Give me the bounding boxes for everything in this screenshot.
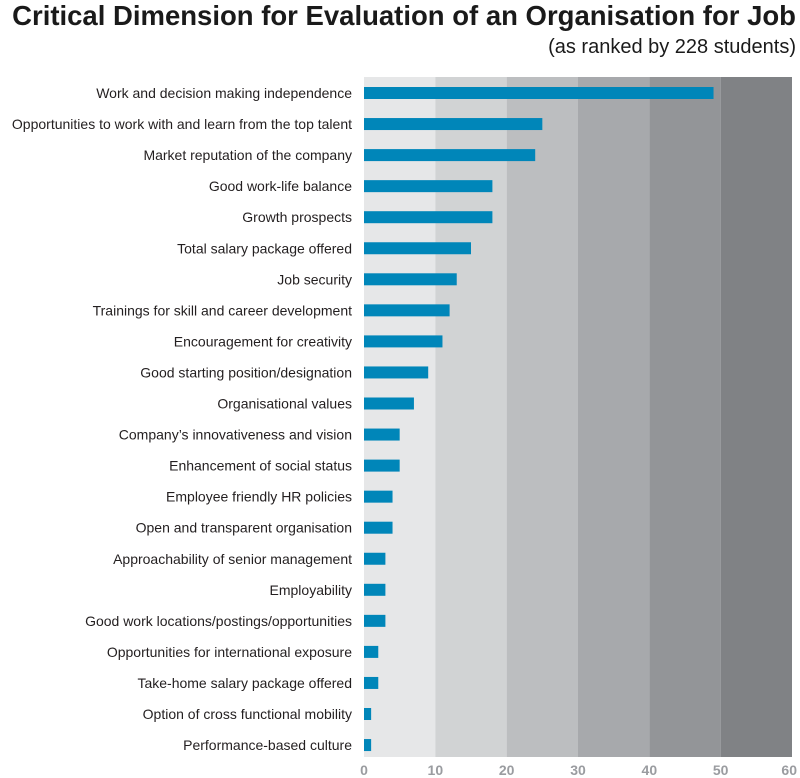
bar: [364, 304, 450, 317]
category-label: Performance-based culture: [183, 737, 352, 753]
x-tick-label: 20: [499, 762, 515, 778]
category-label: Option of cross functional mobility: [143, 706, 352, 722]
background-band: [720, 77, 792, 757]
category-label: Job security: [277, 271, 352, 287]
background-band: [435, 77, 507, 757]
category-label: Market reputation of the company: [143, 147, 352, 163]
x-tick-label: 40: [642, 762, 658, 778]
x-tick-label: 30: [570, 762, 586, 778]
category-label: Organisational values: [217, 396, 352, 412]
bar: [364, 490, 393, 503]
x-tick-label: 60: [781, 762, 797, 778]
bar: [364, 739, 372, 752]
category-label: Company’s innovativeness and vision: [119, 427, 352, 443]
category-label: Good work locations/postings/opportuniti…: [85, 613, 352, 629]
category-label: Open and transparent organisation: [136, 520, 352, 536]
category-label: Work and decision making independence: [96, 85, 352, 101]
bar: [364, 87, 714, 99]
bar: [364, 397, 414, 410]
bar: [364, 708, 372, 720]
bar: [364, 428, 400, 441]
bar: [364, 676, 379, 689]
category-label: Good work-life balance: [209, 178, 352, 194]
bar: [364, 552, 386, 565]
chart-title: Critical Dimension for Evaluation of an …: [12, 0, 796, 31]
category-label: Total salary package offered: [177, 240, 352, 256]
chart-subtitle: (as ranked by 228 students): [548, 36, 796, 58]
bar: [364, 521, 393, 534]
category-labels: Work and decision making independence Opp…: [12, 85, 352, 753]
x-tick-label: 50: [713, 762, 729, 778]
category-label: Opportunities for international exposure: [107, 644, 352, 660]
bar: [364, 149, 536, 162]
bar: [364, 335, 443, 348]
bar: [364, 118, 543, 131]
bar: [364, 645, 379, 658]
category-label: Good starting position/designation: [140, 364, 352, 380]
x-tick-label: 0: [360, 762, 368, 778]
background-band: [506, 77, 578, 757]
bar: [364, 242, 471, 255]
bar: [364, 211, 493, 224]
bar: [364, 614, 386, 627]
category-label: Encouragement for creativity: [174, 333, 352, 349]
bar: [364, 583, 386, 596]
category-label: Take-home salary package offered: [137, 675, 352, 691]
category-label: Enhancement of social status: [169, 458, 352, 474]
bar: [364, 459, 400, 472]
x-axis-ticks: 0 10 20 30 40 50 60: [360, 762, 797, 778]
bar: [364, 180, 493, 193]
background-bands: [364, 77, 792, 757]
x-tick-label: 10: [428, 762, 444, 778]
background-band: [578, 77, 650, 757]
category-label: Trainings for skill and career developme…: [93, 302, 352, 318]
category-label: Approachability of senior management: [113, 551, 352, 567]
bar: [364, 273, 457, 286]
category-label: Opportunities to work with and learn fro…: [12, 116, 352, 132]
category-label: Employee friendly HR policies: [166, 489, 352, 505]
bar: [364, 366, 429, 379]
category-label: Employability: [270, 582, 352, 598]
background-band: [649, 77, 721, 757]
category-label: Growth prospects: [242, 209, 352, 225]
bars-group: [364, 87, 714, 752]
